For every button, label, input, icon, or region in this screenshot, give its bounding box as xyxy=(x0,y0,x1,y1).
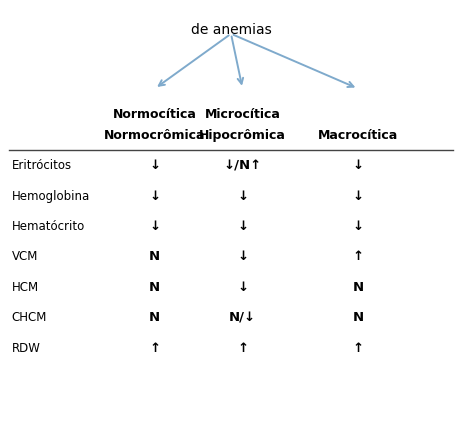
Text: ↓: ↓ xyxy=(353,220,364,233)
Text: N/↓: N/↓ xyxy=(229,311,256,324)
Text: ↓: ↓ xyxy=(149,220,160,233)
Text: N: N xyxy=(149,311,160,324)
Text: ↑: ↑ xyxy=(237,342,248,354)
Text: ↑: ↑ xyxy=(353,342,364,354)
Text: HCM: HCM xyxy=(12,281,39,294)
Text: Hemoglobina: Hemoglobina xyxy=(12,190,90,203)
Text: VCM: VCM xyxy=(12,251,38,263)
Text: ↓/N↑: ↓/N↑ xyxy=(224,160,261,172)
Text: ↓: ↓ xyxy=(353,160,364,172)
Text: ↓: ↓ xyxy=(237,220,248,233)
Text: Normocítica: Normocítica xyxy=(113,108,197,121)
Text: ↓: ↓ xyxy=(237,190,248,203)
Text: CHCM: CHCM xyxy=(12,311,47,324)
Text: Hipocrômica: Hipocrômica xyxy=(199,129,286,142)
Text: ↑: ↑ xyxy=(149,342,160,354)
Text: N: N xyxy=(353,311,364,324)
Text: Eritrócitos: Eritrócitos xyxy=(12,160,72,172)
Text: de anemias: de anemias xyxy=(191,23,271,37)
Text: Normocrômica: Normocrômica xyxy=(104,129,206,142)
Text: Hematócrito: Hematócrito xyxy=(12,220,85,233)
Text: ↓: ↓ xyxy=(149,190,160,203)
Text: N: N xyxy=(353,281,364,294)
Text: ↑: ↑ xyxy=(353,251,364,263)
Text: RDW: RDW xyxy=(12,342,41,354)
Text: ↓: ↓ xyxy=(237,281,248,294)
Text: N: N xyxy=(149,281,160,294)
Text: ↓: ↓ xyxy=(237,251,248,263)
Text: ↓: ↓ xyxy=(149,160,160,172)
Text: N: N xyxy=(149,251,160,263)
Text: ↓: ↓ xyxy=(353,190,364,203)
Text: Macrocítica: Macrocítica xyxy=(318,129,398,142)
Text: Microcítica: Microcítica xyxy=(205,108,280,121)
